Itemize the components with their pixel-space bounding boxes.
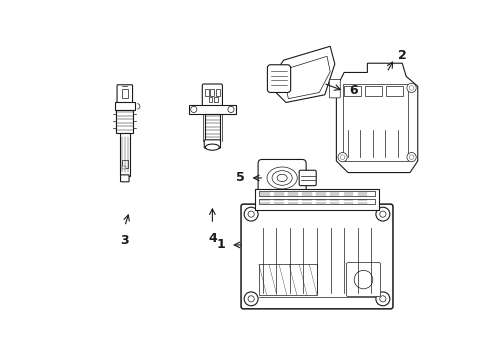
Bar xyxy=(122,160,128,168)
Bar xyxy=(214,97,218,103)
Circle shape xyxy=(380,296,386,302)
Bar xyxy=(122,89,128,98)
Bar xyxy=(205,114,220,141)
Text: 1: 1 xyxy=(217,238,225,251)
Text: 6: 6 xyxy=(349,85,358,98)
Bar xyxy=(122,166,126,169)
Bar xyxy=(216,89,220,95)
Polygon shape xyxy=(284,56,330,99)
Bar xyxy=(210,89,214,95)
Circle shape xyxy=(407,153,416,162)
Text: 3: 3 xyxy=(121,234,129,247)
Bar xyxy=(343,84,409,161)
Circle shape xyxy=(376,292,390,306)
Bar xyxy=(259,191,375,197)
Bar xyxy=(365,86,382,95)
Ellipse shape xyxy=(205,144,220,150)
Circle shape xyxy=(338,153,347,162)
Circle shape xyxy=(409,155,414,159)
Bar xyxy=(344,86,361,95)
Text: 5: 5 xyxy=(236,171,245,184)
Bar xyxy=(386,86,403,95)
FancyBboxPatch shape xyxy=(299,170,316,186)
Bar xyxy=(205,89,209,95)
Circle shape xyxy=(228,106,234,112)
FancyBboxPatch shape xyxy=(117,85,133,103)
Bar xyxy=(116,110,133,133)
Bar xyxy=(189,105,236,114)
FancyBboxPatch shape xyxy=(329,80,340,98)
Ellipse shape xyxy=(267,167,297,189)
FancyBboxPatch shape xyxy=(268,65,291,93)
Circle shape xyxy=(380,211,386,217)
Circle shape xyxy=(191,106,197,112)
FancyBboxPatch shape xyxy=(241,204,393,309)
Circle shape xyxy=(340,155,345,159)
Circle shape xyxy=(354,270,373,289)
Text: 2: 2 xyxy=(398,49,407,62)
FancyBboxPatch shape xyxy=(204,140,220,148)
FancyBboxPatch shape xyxy=(258,159,306,197)
Bar xyxy=(120,133,130,176)
Ellipse shape xyxy=(272,171,292,185)
Bar xyxy=(255,189,379,210)
Circle shape xyxy=(248,211,254,217)
Ellipse shape xyxy=(277,174,287,181)
Circle shape xyxy=(407,83,416,93)
Bar xyxy=(115,103,135,110)
Text: 4: 4 xyxy=(208,232,217,245)
Circle shape xyxy=(409,86,414,90)
Bar xyxy=(259,199,375,204)
Circle shape xyxy=(244,292,258,306)
Bar xyxy=(259,264,317,295)
Circle shape xyxy=(376,207,390,221)
Polygon shape xyxy=(336,63,418,172)
FancyBboxPatch shape xyxy=(121,175,129,182)
FancyBboxPatch shape xyxy=(202,84,222,106)
Polygon shape xyxy=(274,46,335,103)
Bar xyxy=(209,97,212,103)
Circle shape xyxy=(244,207,258,221)
FancyBboxPatch shape xyxy=(346,263,381,297)
Circle shape xyxy=(248,296,254,302)
